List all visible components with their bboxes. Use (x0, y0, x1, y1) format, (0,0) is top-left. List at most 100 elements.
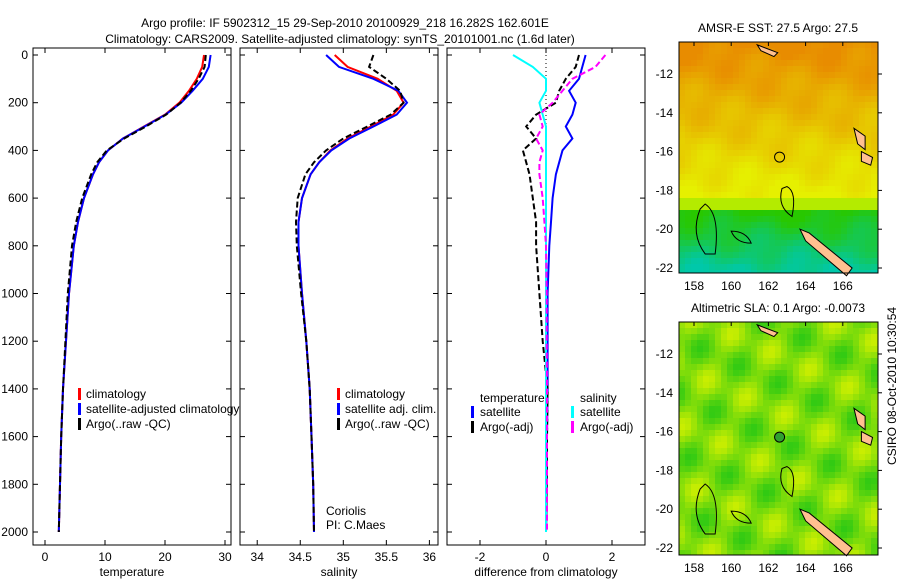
map-cell (811, 394, 817, 400)
map-cell (715, 544, 721, 550)
series-line-temperature-argo-adj- (521, 54, 580, 533)
map-cell (799, 352, 805, 358)
map-cell (853, 430, 859, 436)
map-cell (793, 270, 799, 273)
map-cell (823, 400, 829, 406)
map-cell (769, 204, 775, 210)
map-cell (733, 478, 739, 484)
map-cell (823, 538, 829, 544)
map-cell (739, 508, 745, 514)
map-cell (787, 138, 793, 144)
x-tick-label: 34 (251, 550, 265, 564)
map-cell (811, 246, 817, 252)
map-cell (781, 550, 787, 555)
x-tick-label: 0 (543, 550, 550, 564)
legend-label: climatology (345, 387, 405, 401)
map-cell (781, 144, 787, 150)
map-cell (739, 180, 745, 186)
map-cell (805, 192, 811, 198)
map-cell (691, 532, 697, 538)
map-cell (865, 496, 871, 502)
map-cell (823, 370, 829, 376)
map-cell (745, 514, 751, 520)
map-cell (685, 526, 691, 532)
map-cell (763, 514, 769, 520)
map-cell (847, 364, 853, 370)
map-cell (841, 442, 847, 448)
map-cell (775, 538, 781, 544)
map-cell (769, 138, 775, 144)
map-cell (697, 66, 703, 72)
map-cell (715, 454, 721, 460)
map-cell (835, 370, 841, 376)
y-tick-label: 600 (8, 191, 28, 205)
map-cell (781, 102, 787, 108)
map-cell (811, 144, 817, 150)
map-cell (691, 430, 697, 436)
map-cell (865, 48, 871, 54)
map-cell (847, 168, 853, 174)
map-cell (817, 102, 823, 108)
map-cell (805, 96, 811, 102)
map-cell (841, 514, 847, 520)
map-cell (841, 90, 847, 96)
map-cell (805, 222, 811, 228)
map-cell (745, 144, 751, 150)
map-cell (685, 240, 691, 246)
map-cell (829, 210, 835, 216)
map-cell (763, 114, 769, 120)
map-cell (793, 156, 799, 162)
map-cell (751, 48, 757, 54)
map-cell (769, 168, 775, 174)
map-cell (715, 126, 721, 132)
map-cell (781, 114, 787, 120)
map-cell (751, 472, 757, 478)
map-cell (793, 246, 799, 252)
map-cell (757, 204, 763, 210)
map-cell (691, 252, 697, 258)
legend-swatch (471, 421, 474, 433)
map-cell (721, 270, 727, 273)
map-cell (865, 174, 871, 180)
map-cell (745, 412, 751, 418)
map-cell (679, 376, 685, 382)
map-cell (763, 162, 769, 168)
map-cell (841, 42, 847, 48)
map-cell (853, 264, 859, 270)
map-cell (679, 394, 685, 400)
map-cell (799, 120, 805, 126)
map-cell (787, 222, 793, 228)
map-cell (781, 412, 787, 418)
map-cell (739, 496, 745, 502)
x-tick-label: 160 (721, 279, 741, 293)
map-cell (709, 234, 715, 240)
map-cell (823, 376, 829, 382)
map-cell (757, 78, 763, 84)
map-cell (751, 418, 757, 424)
map-cell (787, 258, 793, 264)
map-cell (853, 466, 859, 472)
map-cell (733, 544, 739, 550)
map-cell (841, 388, 847, 394)
map-cell (727, 78, 733, 84)
map-cell (853, 334, 859, 340)
map-cell (703, 502, 709, 508)
map-cell (793, 162, 799, 168)
map-cell (709, 526, 715, 532)
map-cell (871, 328, 877, 334)
map-cell (775, 532, 781, 538)
map-cell (799, 156, 805, 162)
map-cell (709, 264, 715, 270)
map-cell (679, 442, 685, 448)
map-cell (817, 514, 823, 520)
map-cell (829, 394, 835, 400)
map-cell (685, 60, 691, 66)
map-cell (787, 544, 793, 550)
map-cell (721, 406, 727, 412)
map-cell (805, 358, 811, 364)
map-cell (757, 532, 763, 538)
map-cell (775, 222, 781, 228)
map-cell (739, 126, 745, 132)
map-cell (793, 48, 799, 54)
map-cell (793, 258, 799, 264)
